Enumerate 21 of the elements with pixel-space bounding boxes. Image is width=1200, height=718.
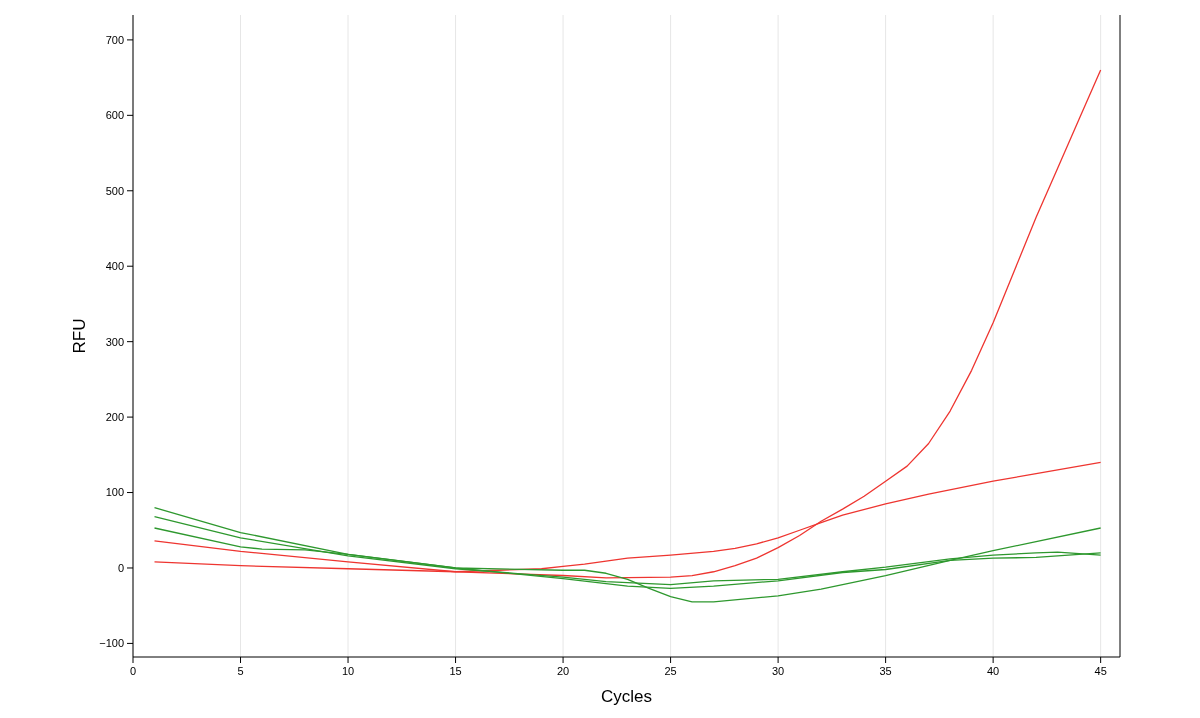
x-tick-label: 5 [237,665,244,677]
y-tick-label: 0 [117,561,124,574]
x-tick-label: 20 [556,665,570,677]
x-tick-label: 45 [1094,665,1107,677]
x-tick-label: 30 [771,665,785,677]
y-tick-label: 100 [105,486,124,499]
y-tick-label: 700 [105,33,124,46]
y-tick-label: 600 [105,109,124,122]
x-axis-title: Cycles [600,687,653,706]
y-axis-title: RFU [70,318,89,354]
x-tick-label: 40 [987,665,1000,677]
x-tick-label: 25 [664,665,677,677]
x-tick-label: 15 [449,665,462,677]
x-tick-label: 10 [341,665,355,677]
y-tick-label: 500 [105,184,124,197]
y-tick-label: −100 [99,637,124,650]
x-tick-label: 35 [879,665,892,677]
y-tick-label: 300 [105,335,124,348]
y-tick-label: 400 [105,260,124,273]
y-tick-label: 200 [105,410,124,423]
x-tick-label: 0 [129,665,137,677]
